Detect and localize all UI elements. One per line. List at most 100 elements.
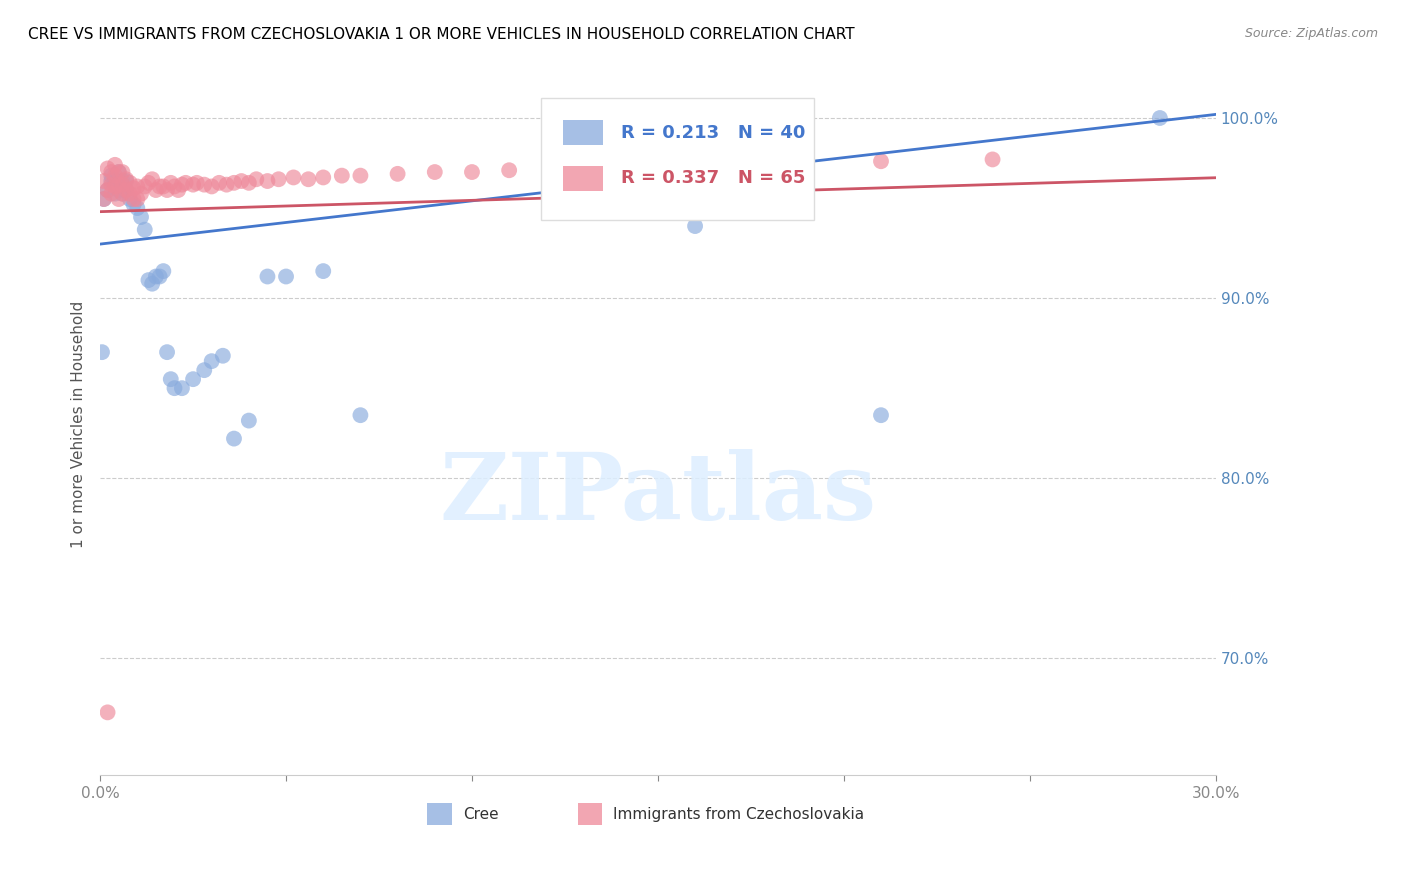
Point [111,186,134,201]
Point [129,186,152,201]
Point [181,178,204,192]
Point [181,372,204,386]
Point [152,179,174,194]
Point [349,408,371,422]
Point [107,183,129,197]
Point [118,186,141,201]
Point [231,174,253,188]
Point [870,154,893,169]
Text: ZIPatlas: ZIPatlas [439,450,876,540]
Point [572,161,595,176]
Point [122,181,145,195]
Point [115,183,138,197]
Point [215,178,238,192]
FancyBboxPatch shape [562,120,603,145]
Point [93,192,115,206]
Point [93,192,115,206]
Point [256,269,278,284]
Point [138,273,160,287]
Point [330,169,353,183]
Text: R = 0.213   N = 40: R = 0.213 N = 40 [621,124,806,142]
Point [170,178,193,192]
Point [100,174,122,188]
Point [201,179,224,194]
Text: CREE VS IMMIGRANTS FROM CZECHOSLOVAKIA 1 OR MORE VEHICLES IN HOUSEHOLD CORRELATI: CREE VS IMMIGRANTS FROM CZECHOSLOVAKIA 1… [28,27,855,42]
Point [111,174,134,188]
Point [115,174,138,188]
Point [93,174,115,188]
Point [97,161,120,176]
Point [647,160,669,174]
Point [245,172,267,186]
Point [167,183,190,197]
Point [111,165,134,179]
Text: Cree: Cree [463,806,498,822]
Point [222,432,245,446]
Point [461,165,484,179]
Text: Source: ZipAtlas.com: Source: ZipAtlas.com [1244,27,1378,40]
Point [118,192,141,206]
Point [222,176,245,190]
Point [134,222,156,236]
Point [149,269,172,284]
FancyBboxPatch shape [562,166,603,191]
Point [796,156,818,170]
Point [193,178,215,192]
Text: R = 0.337   N = 65: R = 0.337 N = 65 [621,169,806,187]
Point [104,169,127,183]
Point [312,264,335,278]
Y-axis label: 1 or more Vehicles in Household: 1 or more Vehicles in Household [72,301,86,548]
Point [118,176,141,190]
Point [159,176,181,190]
Point [211,349,233,363]
Point [115,183,138,197]
Point [134,179,156,194]
Point [238,414,260,428]
Point [127,179,149,194]
Point [141,277,163,291]
Point [156,345,179,359]
Point [145,269,167,284]
Point [138,176,160,190]
Point [163,381,186,395]
Point [97,706,120,720]
Point [387,167,409,181]
Point [267,172,290,186]
Point [104,158,127,172]
Point [104,186,127,201]
Point [91,345,114,359]
Point [201,354,224,368]
Point [115,172,138,186]
Point [870,408,893,422]
Point [107,192,129,206]
Point [159,372,181,386]
Point [238,176,260,190]
Point [122,197,145,211]
Point [100,186,122,201]
Point [349,169,371,183]
Text: Immigrants from Czechoslovakia: Immigrants from Czechoslovakia [613,806,865,822]
Point [97,183,120,197]
Point [174,176,197,190]
Point [111,178,134,192]
Point [498,163,520,178]
Point [721,158,744,172]
Point [163,179,186,194]
Point [145,183,167,197]
Point [193,363,215,377]
Point [149,179,172,194]
Point [141,172,163,186]
Point [170,381,193,395]
Point [981,153,1004,167]
Point [104,174,127,188]
Point [283,170,305,185]
Point [107,165,129,179]
Point [122,192,145,206]
Point [111,186,134,201]
Point [297,172,319,186]
FancyBboxPatch shape [541,97,814,220]
Point [186,176,208,190]
Point [107,165,129,179]
FancyBboxPatch shape [578,803,602,824]
Point [423,165,446,179]
